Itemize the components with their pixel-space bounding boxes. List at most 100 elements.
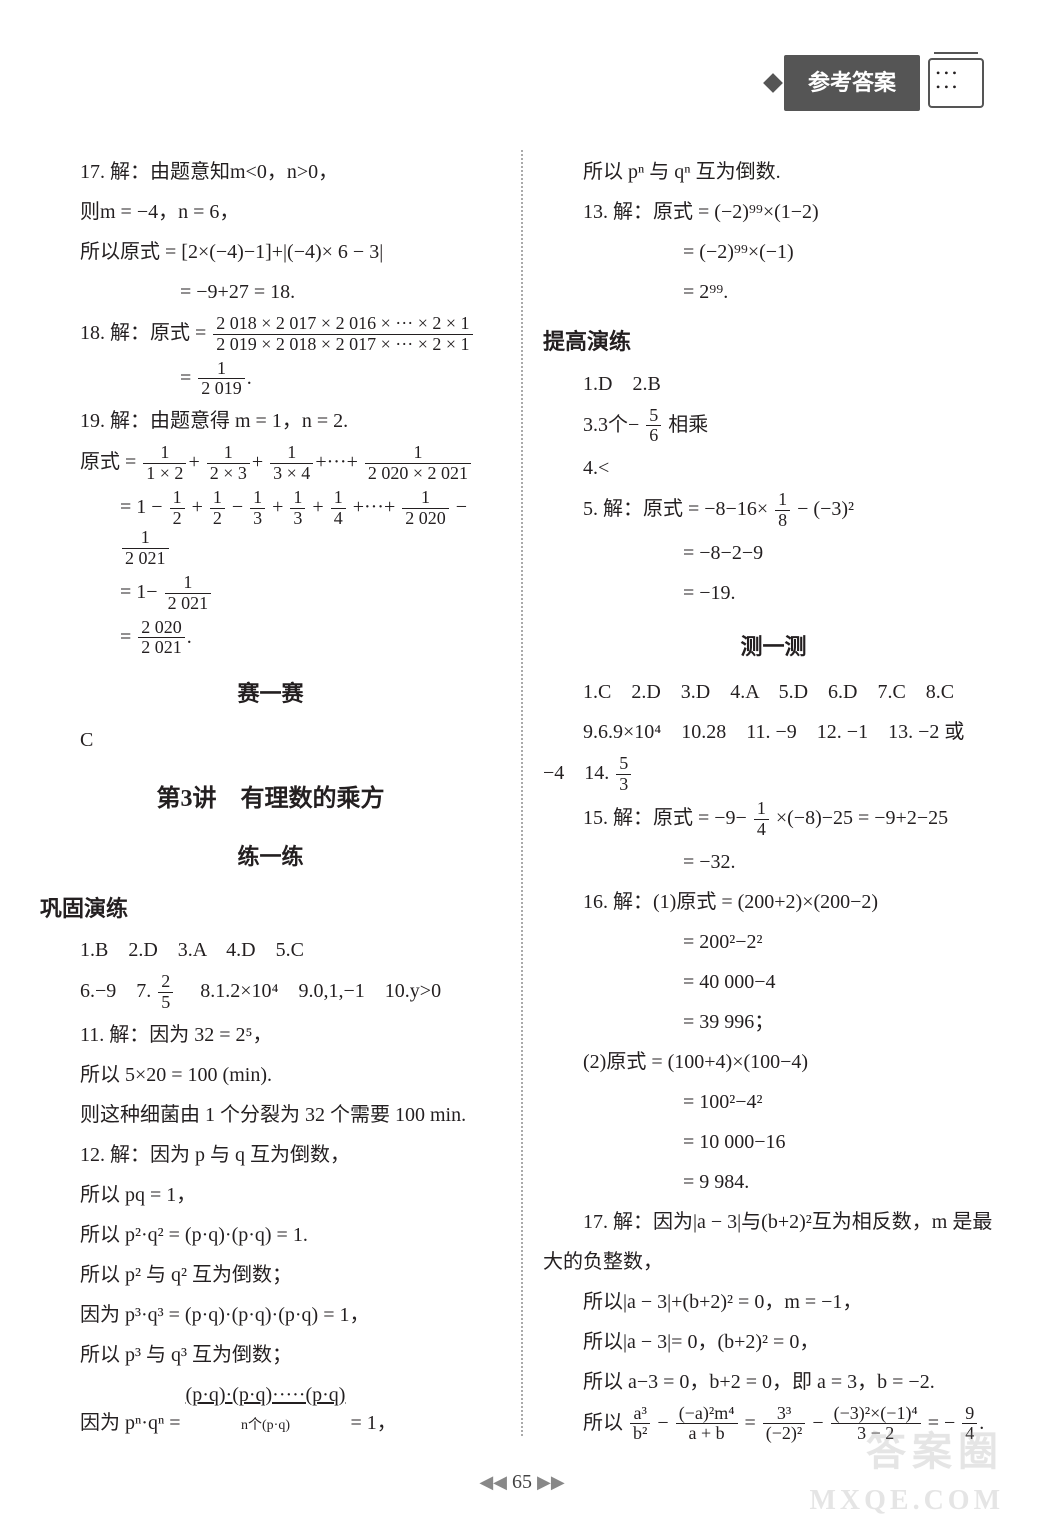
arrow-left-icon: ◀◀ bbox=[479, 1472, 507, 1492]
text: 6.−9 7. bbox=[80, 980, 151, 1002]
fraction: a³b² bbox=[630, 1404, 650, 1445]
tigao-5c: = −19. bbox=[683, 575, 1004, 611]
gonggu-12e: 因为 p³·q³ = (p·q)·(p·q)·(p·q) = 1， bbox=[80, 1297, 501, 1333]
gonggu-11b: 所以 5×20 = 100 (min). bbox=[80, 1057, 501, 1093]
r13c: = 2⁹⁹. bbox=[683, 274, 1004, 310]
text: 相乘 bbox=[668, 413, 708, 435]
gonggu-12f: 所以 p³ 与 q³ 互为倒数； bbox=[80, 1337, 501, 1373]
ce-17a2: 大的负整数， bbox=[543, 1244, 1004, 1280]
ce-16c: = 40 000−4 bbox=[683, 964, 1004, 1000]
text: − (−3)² bbox=[797, 498, 854, 520]
gonggu-title: 巩固演练 bbox=[40, 889, 501, 929]
problem-19-line3: = 1 − 12 + 12 − 13 + 13 + 14 +···+ 12 02… bbox=[120, 488, 501, 569]
text: = 1 − bbox=[120, 496, 163, 518]
fraction: 2 0202 021 bbox=[138, 618, 185, 659]
ce-15a: 15. 解：原式 = −9− 14 ×(−8)−25 = −9+2−25 bbox=[583, 799, 1004, 840]
problem-17-line4: = −9+27 = 18. bbox=[180, 274, 501, 310]
gonggu-row1: 1.B 2.D 3.A 4.D 5.C bbox=[80, 932, 501, 968]
ce-title: 测一测 bbox=[543, 627, 1004, 667]
problem-18-line1: 18. 解：原式 = 2 018 × 2 017 × 2 016 × ··· ×… bbox=[80, 314, 501, 355]
ce-17c: 所以|a − 3|= 0，(b+2)² = 0， bbox=[583, 1324, 1004, 1360]
problem-17-line2: 则m = −4，n = 6， bbox=[80, 194, 501, 230]
tigao-title: 提高演练 bbox=[543, 322, 1004, 362]
problem-18-line2: = 12 019. bbox=[180, 359, 501, 400]
problem-17-line3: 所以原式 = [2×(−4)−1]+|(−4)× 6 − 3| bbox=[80, 234, 501, 270]
text: 5. 解：原式 = −8−16× bbox=[583, 498, 768, 520]
ce-17b: 所以|a − 3|+(b+2)² = 0，m = −1， bbox=[583, 1284, 1004, 1320]
problem-19-line2: 原式 = 11 × 2+ 12 × 3+ 13 × 4+···+ 12 020 … bbox=[80, 443, 501, 484]
text: 8.1.2×10⁴ 9.0,1,−1 10.y>0 bbox=[180, 980, 441, 1002]
gonggu-12b: 所以 pq = 1， bbox=[80, 1177, 501, 1213]
text: . bbox=[247, 366, 252, 388]
tigao-row2: 3.3个− 56 相乘 bbox=[583, 406, 1004, 447]
text: = bbox=[120, 625, 131, 647]
gonggu-11c: 则这种细菌由 1 个分裂为 32 个需要 100 min. bbox=[80, 1097, 501, 1133]
tigao-row1: 1.D 2.B bbox=[583, 366, 1004, 402]
fraction: 11 × 2 bbox=[143, 443, 186, 484]
problem-17-line1: 17. 解：由题意知m<0，n>0， bbox=[80, 154, 501, 190]
fraction: 13 × 4 bbox=[270, 443, 313, 484]
tigao-5b: = −8−2−9 bbox=[683, 535, 1004, 571]
sai-title: 赛一赛 bbox=[40, 674, 501, 714]
ce-16d: = 39 996； bbox=[683, 1004, 1004, 1040]
text: 18. 解：原式 = bbox=[80, 322, 206, 344]
fraction: 12 020 bbox=[402, 488, 449, 529]
column-divider bbox=[521, 150, 523, 1436]
fraction: 12 020 × 2 021 bbox=[365, 443, 471, 484]
ce-16h: = 9 984. bbox=[683, 1164, 1004, 1200]
ce-17a: 17. 解：因为|a − 3|与(b+2)²互为相反数，m 是最 bbox=[583, 1204, 1004, 1240]
page-number-value: 65 bbox=[512, 1471, 532, 1493]
fraction: 13 bbox=[290, 488, 305, 529]
gonggu-12g: 因为 pⁿ·qⁿ = (p·q)·(p·q)·····(p·q)n个(p·q) … bbox=[80, 1377, 501, 1441]
left-column: 17. 解：由题意知m<0，n>0， 则m = −4，n = 6， 所以原式 =… bbox=[40, 150, 501, 1436]
fraction: 12 × 3 bbox=[207, 443, 250, 484]
text: = bbox=[745, 1411, 761, 1433]
fraction: 14 bbox=[331, 488, 346, 529]
text: −4 14. bbox=[543, 762, 609, 784]
tigao-5a: 5. 解：原式 = −8−16× 18 − (−3)² bbox=[583, 490, 1004, 531]
tigao-row3: 4.< bbox=[583, 450, 1004, 486]
text: = bbox=[180, 366, 191, 388]
fraction: 12 021 bbox=[165, 573, 212, 614]
text: − bbox=[657, 1411, 673, 1433]
text: ×(−8)−25 = −9+2−25 bbox=[776, 807, 948, 829]
text: 因为 pⁿ·qⁿ = bbox=[80, 1412, 186, 1434]
ce-row2: 9.6.9×10⁴ 10.28 11. −9 12. −1 13. −2 或 bbox=[583, 714, 1004, 750]
text: . bbox=[187, 625, 192, 647]
r-top: 所以 pⁿ 与 qⁿ 互为倒数. bbox=[583, 154, 1004, 190]
fraction: 12 bbox=[210, 488, 225, 529]
r13b: = (−2)⁹⁹×(−1) bbox=[683, 234, 1004, 270]
fraction: 12 021 bbox=[122, 528, 169, 569]
fraction: 3³(−2)² bbox=[763, 1404, 806, 1445]
problem-19-line1: 19. 解：由题意得 m = 1，n = 2. bbox=[80, 403, 501, 439]
underbrace: (p·q)·(p·q)·····(p·q)n个(p·q) bbox=[186, 1377, 346, 1438]
fraction: (−a)²m⁴a + b bbox=[676, 1404, 738, 1445]
page-header: 参考答案 bbox=[784, 55, 984, 111]
fraction: 14 bbox=[754, 799, 769, 840]
ce-17d: 所以 a−3 = 0，b+2 = 0，即 a = 3，b = −2. bbox=[583, 1364, 1004, 1400]
watermark-bottom-2: MXQE.COM bbox=[809, 1476, 1004, 1526]
ce-16b: = 200²−2² bbox=[683, 924, 1004, 960]
gonggu-11a: 11. 解：因为 32 = 2⁵， bbox=[80, 1017, 501, 1053]
calendar-icon bbox=[928, 58, 984, 108]
section-3-title: 第3讲 有理数的乘方 bbox=[40, 778, 501, 821]
ce-16a: 16. 解：(1)原式 = (200+2)×(200−2) bbox=[583, 884, 1004, 920]
text: = 1， bbox=[345, 1412, 396, 1434]
gonggu-12c: 所以 p²·q² = (p·q)·(p·q) = 1. bbox=[80, 1217, 501, 1253]
gonggu-12a: 12. 解：因为 p 与 q 互为倒数， bbox=[80, 1137, 501, 1173]
lian-title: 练一练 bbox=[40, 837, 501, 877]
text: − bbox=[812, 1411, 828, 1433]
fraction: 2 018 × 2 017 × 2 016 × ··· × 2 × 12 019… bbox=[213, 314, 472, 355]
problem-19-line4: = 1− 12 021 bbox=[120, 573, 501, 614]
arrow-right-icon: ▶▶ bbox=[537, 1472, 565, 1492]
fraction: 13 bbox=[250, 488, 265, 529]
problem-19-line5: = 2 0202 021. bbox=[120, 618, 501, 659]
fraction: 12 019 bbox=[198, 359, 245, 400]
gonggu-row2: 6.−9 7. 25 8.1.2×10⁴ 9.0,1,−1 10.y>0 bbox=[80, 972, 501, 1013]
text: 所以 bbox=[583, 1411, 623, 1433]
fraction: 18 bbox=[775, 490, 790, 531]
fraction: 12 bbox=[170, 488, 185, 529]
r13a: 13. 解：原式 = (−2)⁹⁹×(1−2) bbox=[583, 194, 1004, 230]
fraction: 53 bbox=[616, 754, 631, 795]
text: 原式 = bbox=[80, 451, 136, 473]
